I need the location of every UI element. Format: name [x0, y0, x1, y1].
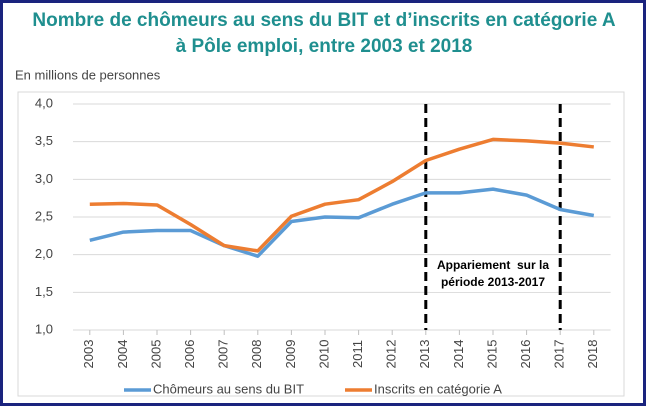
x-tick-label: 2016	[518, 340, 533, 369]
chart-title: Nombre de chômeurs au sens du BIT et d’i…	[32, 10, 615, 31]
x-tick-label: 2007	[216, 340, 231, 369]
y-axis-label: En millions de personnes	[15, 67, 161, 82]
x-tick-label: 2006	[182, 340, 197, 369]
data-line	[89, 187, 595, 258]
x-tick-label: 2014	[451, 340, 466, 369]
annotation-box	[429, 256, 557, 292]
y-tick-label: 3,5	[35, 133, 53, 148]
x-tick-label: 2018	[585, 340, 600, 369]
x-tick-label: 2003	[81, 340, 96, 369]
x-tick-label: 2015	[484, 340, 499, 369]
data-line	[89, 137, 594, 253]
plot-frame	[17, 91, 625, 397]
x-tick-label: 2009	[283, 340, 298, 369]
legend-label: Chômeurs au sens du BIT	[153, 381, 304, 396]
y-tick-label: 1,5	[35, 284, 53, 299]
annotation: Appariement sur la	[437, 258, 549, 272]
legend-label: Inscrits en catégorie A	[374, 381, 502, 396]
x-tick-label: 2017	[552, 340, 567, 369]
x-tick-label: 2008	[249, 340, 264, 369]
y-tick-label: 4,0	[35, 95, 53, 110]
x-tick-label: 2012	[384, 340, 399, 369]
x-tick-label: 2005	[148, 340, 163, 369]
y-tick-label: 3,0	[35, 171, 53, 186]
x-tick-label: 2010	[316, 340, 331, 369]
y-tick-label: 1,0	[35, 321, 53, 336]
annotation: période 2013-2017	[441, 275, 545, 289]
y-tick-label: 2,5	[35, 208, 53, 223]
x-tick-label: 2004	[115, 340, 130, 369]
x-tick-label: 2013	[417, 340, 432, 369]
y-tick-label: 2,0	[35, 246, 53, 261]
x-tick-label: 2011	[350, 340, 365, 368]
chart-title: à Pôle emploi, entre 2003 et 2018	[176, 36, 473, 57]
